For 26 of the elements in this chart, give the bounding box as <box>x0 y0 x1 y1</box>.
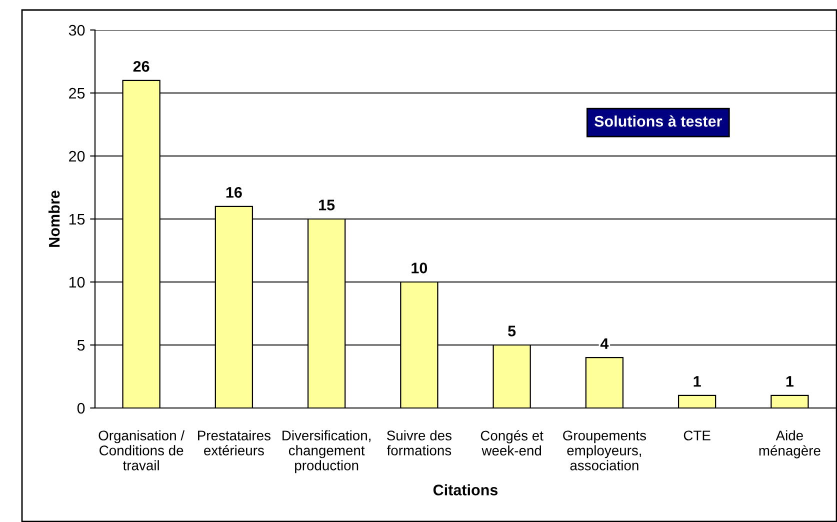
data-label: 15 <box>319 200 335 210</box>
x-axis-title: Citations <box>433 484 498 496</box>
data-label: 1 <box>694 376 701 387</box>
data-label: 16 <box>226 187 242 198</box>
y-tick-label: 25 <box>69 88 85 99</box>
x-tick-label: Prestataires extérieurs <box>198 430 270 456</box>
y-axis-title: Nombre <box>48 190 60 247</box>
x-tick-label: CTE <box>684 430 710 440</box>
y-tick-label: 10 <box>69 276 85 288</box>
x-tick-label: Diversification, changement production <box>282 430 370 474</box>
data-label: 26 <box>133 61 150 72</box>
y-tick-label: 30 <box>68 24 85 36</box>
x-tick-label: Congés et week-end <box>480 430 544 456</box>
y-tick-label: 20 <box>69 150 85 162</box>
data-label: 10 <box>412 262 428 274</box>
x-tick-label: Aide ménagère <box>759 430 820 458</box>
y-tick-label: 0 <box>77 402 85 414</box>
y-tick-label: 15 <box>69 214 85 225</box>
x-tick-label: Organisation / Conditions de travail <box>98 430 185 470</box>
y-tick-label: 5 <box>77 340 85 351</box>
x-tick-label: Groupements employeurs, association <box>563 430 646 470</box>
text: Solutions à tester <box>594 115 722 127</box>
data-label: 5 <box>508 326 516 336</box>
x-tick-label: Suivre des formations <box>386 430 452 456</box>
data-label: 1 <box>786 376 794 387</box>
data-label: 4 <box>600 338 609 349</box>
